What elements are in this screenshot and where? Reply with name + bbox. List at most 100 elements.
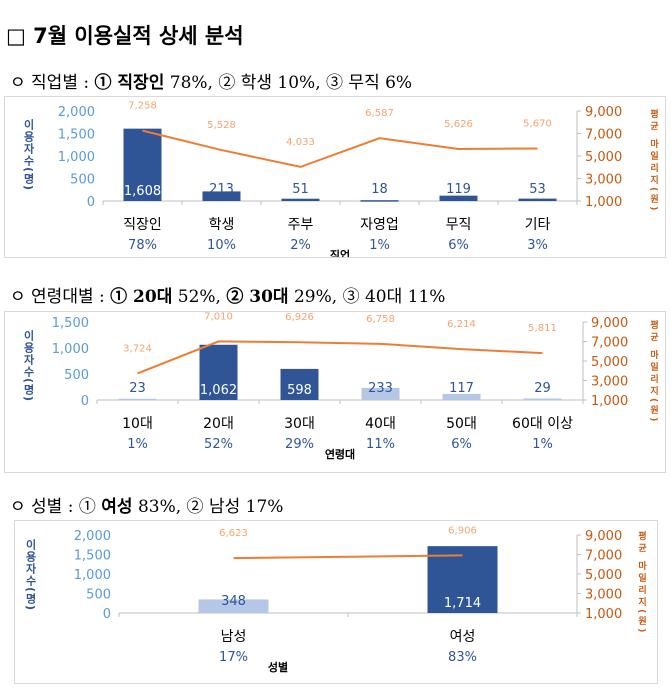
left-tick-label: 0 <box>81 394 89 409</box>
right-tick-label: 5,000 <box>591 355 628 370</box>
line-value-label: 6,758 <box>366 314 395 325</box>
left-tick-label: 1,500 <box>58 128 95 143</box>
right-tick-label: 9,000 <box>585 105 622 120</box>
right-tick-label: 3,000 <box>591 375 628 390</box>
left-tick-label: 500 <box>86 588 111 603</box>
line-value-label: 4,033 <box>286 137 315 148</box>
heading-text: 83%, ② 남성 17% <box>132 497 284 517</box>
bar <box>199 344 238 400</box>
bar-value-label: 233 <box>368 381 393 396</box>
bar-value-label: 1,608 <box>124 184 161 199</box>
right-tick-label: 1,000 <box>585 607 622 622</box>
right-axis-title: 평균 마일리지(원) <box>648 320 658 425</box>
left-tick-label: 500 <box>64 368 89 383</box>
category-label: 학생 <box>209 217 235 233</box>
category-label: 50대 <box>446 416 477 432</box>
line-value-label: 5,528 <box>207 120 236 131</box>
percent-label: 11% <box>366 437 395 452</box>
right-tick-label: 7,000 <box>591 336 628 351</box>
line-value-label: 5,626 <box>444 119 473 130</box>
line-value-label: 6,214 <box>447 319 476 330</box>
x-axis-title: 성별 <box>268 660 288 674</box>
bar <box>280 368 319 400</box>
bar-value-label: 29 <box>534 381 551 396</box>
percent-label: 3% <box>527 238 548 253</box>
bar-value-label: 117 <box>449 381 474 396</box>
category-label: 기타 <box>525 217 551 233</box>
category-label: 40대 <box>365 416 396 432</box>
left-tick-label: 1,000 <box>58 150 95 165</box>
bar <box>427 546 498 613</box>
mileage-line <box>142 129 538 168</box>
heading-text: ㅇ 연령대별 : <box>10 287 111 307</box>
left-tick-label: 1,000 <box>52 342 89 357</box>
chart-age: 0 500 1,000 1,500 1,000 3,000 5,000 7,000 9,000 2… <box>4 311 666 473</box>
left-axis-title: 이용자수(명) <box>24 539 37 612</box>
left-tick-label: 1,500 <box>74 549 111 564</box>
bar-value-label: 119 <box>446 182 471 197</box>
category-label: 10대 <box>122 416 153 432</box>
bar-value-label: 18 <box>371 182 388 197</box>
bar-value-label: 23 <box>129 381 146 396</box>
left-tick-label: 0 <box>103 607 111 622</box>
percent-label: 78% <box>128 238 157 253</box>
left-tick-label: 1,000 <box>74 568 111 583</box>
heading-text: 29%, ③ 40대 11% <box>288 287 446 307</box>
percent-label: 2% <box>290 238 311 253</box>
heading-text: ㅇ 직업별 : <box>10 73 95 93</box>
heading-bold: ① 20대 <box>110 287 173 307</box>
category-label: 주부 <box>288 217 314 233</box>
left-tick-label: 2,000 <box>58 105 95 120</box>
right-tick-label: 5,000 <box>585 568 622 583</box>
category-label: 20대 <box>203 416 234 432</box>
x-axis-title: 직업 <box>330 248 350 257</box>
line-value-label: 6,587 <box>365 108 394 119</box>
left-axis-title: 이용자수(명) <box>22 119 35 192</box>
bar <box>442 393 481 400</box>
line-value-label: 6,906 <box>448 525 477 536</box>
bar <box>439 195 478 201</box>
category-label: 자영업 <box>360 217 399 233</box>
bar <box>518 198 557 201</box>
line-value-label: 5,811 <box>528 323 557 334</box>
section-heading-age: ㅇ 연령대별 : ① 20대 52%, ② 30대 29%, ③ 40대 11% <box>10 282 445 307</box>
right-tick-label: 9,000 <box>585 529 622 544</box>
category-label: 30대 <box>284 416 315 432</box>
line-value-label: 7,258 <box>128 101 157 112</box>
line-value-label: 5,670 <box>523 118 552 129</box>
left-axis-title: 이용자수(명) <box>22 330 35 403</box>
percent-label: 10% <box>207 238 236 253</box>
heading-bold: ① 직장인 <box>94 73 165 93</box>
line-value-label: 3,724 <box>123 343 152 354</box>
right-tick-label: 3,000 <box>585 588 622 603</box>
chart-occupation: 0 500 1,000 1,500 2,000 1,000 3,000 5,000 7,000 9… <box>4 96 666 258</box>
line-value-label: 6,623 <box>219 528 248 539</box>
bar <box>360 200 399 202</box>
category-label: 무직 <box>446 217 472 233</box>
right-tick-label: 7,000 <box>585 128 622 143</box>
left-tick-label: 1,500 <box>52 316 89 331</box>
percent-label: 6% <box>448 238 469 253</box>
right-tick-label: 7,000 <box>585 549 622 564</box>
line-value-label: 6,926 <box>285 312 314 323</box>
left-tick-label: 2,000 <box>74 529 111 544</box>
percent-label: 1% <box>369 238 390 253</box>
right-axis-title: 평균 마일리지(원) <box>636 531 646 636</box>
percent-label: 52% <box>204 437 233 452</box>
right-tick-label: 9,000 <box>591 316 628 331</box>
line-value-label: 7,010 <box>204 312 233 322</box>
heading-text: 78%, ② 학생 10%, ③ 무직 6% <box>164 73 413 93</box>
percent-label: 6% <box>451 437 472 452</box>
heading-text: ㅇ 성별 : ① <box>10 497 102 517</box>
bar <box>281 198 320 201</box>
right-tick-label: 1,000 <box>585 195 622 210</box>
bar <box>361 387 400 400</box>
heading-text: 52%, <box>172 287 227 307</box>
section-heading-occupation: ㅇ 직업별 : ① 직장인 78%, ② 학생 10%, ③ 무직 6% <box>10 68 412 93</box>
bar <box>118 398 157 401</box>
heading-bold: ② 30대 <box>226 287 289 307</box>
mileage-line <box>233 554 463 560</box>
category-label: 60대 이상 <box>512 416 573 432</box>
percent-label: 1% <box>127 437 148 452</box>
section-heading-gender: ㅇ 성별 : ① 여성 83%, ② 남성 17% <box>10 492 283 517</box>
